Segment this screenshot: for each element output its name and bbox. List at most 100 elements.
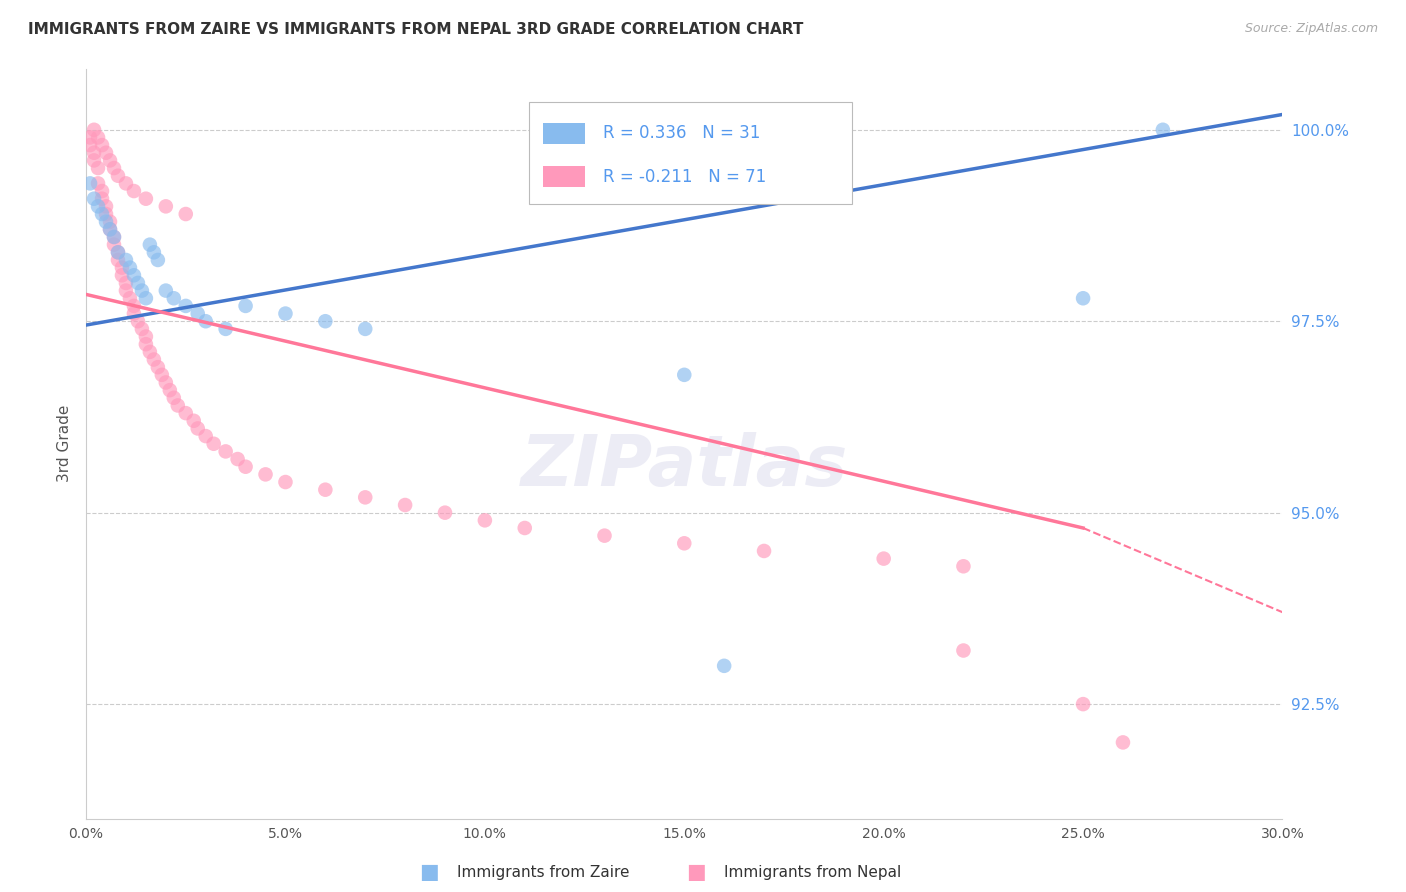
Point <box>752 544 775 558</box>
Point <box>98 222 121 236</box>
Text: R = -0.211   N = 71: R = -0.211 N = 71 <box>603 168 766 186</box>
Point <box>79 130 101 145</box>
Point <box>1071 697 1094 711</box>
Point <box>91 192 114 206</box>
Point <box>115 177 138 191</box>
Point <box>79 177 101 191</box>
Point <box>103 161 125 175</box>
Point <box>226 452 249 467</box>
Point <box>354 322 377 336</box>
Point <box>274 475 297 489</box>
Bar <box>543 166 585 187</box>
Point <box>1071 291 1094 305</box>
Point <box>135 329 157 343</box>
Text: ■: ■ <box>686 863 706 882</box>
Bar <box>543 122 585 144</box>
Point <box>163 391 186 405</box>
Point <box>131 284 153 298</box>
Point <box>135 337 157 351</box>
Point <box>83 145 105 160</box>
Point <box>139 344 162 359</box>
Point <box>127 314 149 328</box>
Point <box>155 199 177 213</box>
Point <box>394 498 416 512</box>
Point <box>146 360 169 375</box>
Point <box>194 314 217 328</box>
Point <box>103 230 125 244</box>
Point <box>235 459 257 474</box>
Point <box>122 268 145 283</box>
Point <box>98 215 121 229</box>
Point <box>91 184 114 198</box>
Point <box>107 245 129 260</box>
Point <box>87 177 110 191</box>
Point <box>254 467 277 482</box>
Point <box>91 207 114 221</box>
Point <box>94 145 117 160</box>
Point <box>142 245 165 260</box>
Point <box>94 215 117 229</box>
Point <box>183 414 205 428</box>
Point <box>202 436 225 450</box>
Point <box>952 559 974 574</box>
Text: Source: ZipAtlas.com: Source: ZipAtlas.com <box>1244 22 1378 36</box>
Point <box>474 513 496 527</box>
Point <box>673 536 696 550</box>
Point <box>107 169 129 183</box>
Point <box>115 276 138 290</box>
Point <box>194 429 217 443</box>
Point <box>513 521 536 535</box>
Point <box>107 252 129 267</box>
Point <box>150 368 173 382</box>
Point <box>952 643 974 657</box>
Point <box>166 399 188 413</box>
Point <box>98 153 121 168</box>
Text: Immigrants from Nepal: Immigrants from Nepal <box>724 865 901 880</box>
Point <box>115 284 138 298</box>
Text: ■: ■ <box>419 863 439 882</box>
Text: Immigrants from Zaire: Immigrants from Zaire <box>457 865 630 880</box>
Point <box>131 322 153 336</box>
Point <box>98 222 121 236</box>
Point <box>1112 735 1135 749</box>
Point <box>673 368 696 382</box>
Text: R = 0.336   N = 31: R = 0.336 N = 31 <box>603 124 761 142</box>
Point <box>111 268 134 283</box>
Point <box>87 199 110 213</box>
Point <box>174 406 197 420</box>
Point <box>91 138 114 153</box>
Point <box>135 192 157 206</box>
Point <box>118 260 141 275</box>
Point <box>79 138 101 153</box>
Point <box>873 551 896 566</box>
Point <box>83 192 105 206</box>
Point <box>314 314 336 328</box>
Text: IMMIGRANTS FROM ZAIRE VS IMMIGRANTS FROM NEPAL 3RD GRADE CORRELATION CHART: IMMIGRANTS FROM ZAIRE VS IMMIGRANTS FROM… <box>28 22 803 37</box>
Point <box>87 161 110 175</box>
Point <box>155 376 177 390</box>
Point <box>118 291 141 305</box>
Point <box>122 299 145 313</box>
Point <box>107 245 129 260</box>
Point <box>214 444 236 458</box>
Point <box>135 291 157 305</box>
Point <box>115 252 138 267</box>
Point <box>174 207 197 221</box>
Point <box>94 207 117 221</box>
Point <box>111 260 134 275</box>
Point <box>433 506 456 520</box>
Point <box>83 122 105 136</box>
Point <box>146 252 169 267</box>
Point <box>214 322 236 336</box>
Point <box>174 299 197 313</box>
Point <box>187 421 209 435</box>
Text: ZIPatlas: ZIPatlas <box>520 432 848 500</box>
Point <box>127 276 149 290</box>
Point <box>103 230 125 244</box>
Point <box>274 307 297 321</box>
Point <box>142 352 165 367</box>
Point <box>139 237 162 252</box>
Point <box>235 299 257 313</box>
Point <box>103 237 125 252</box>
Point <box>314 483 336 497</box>
